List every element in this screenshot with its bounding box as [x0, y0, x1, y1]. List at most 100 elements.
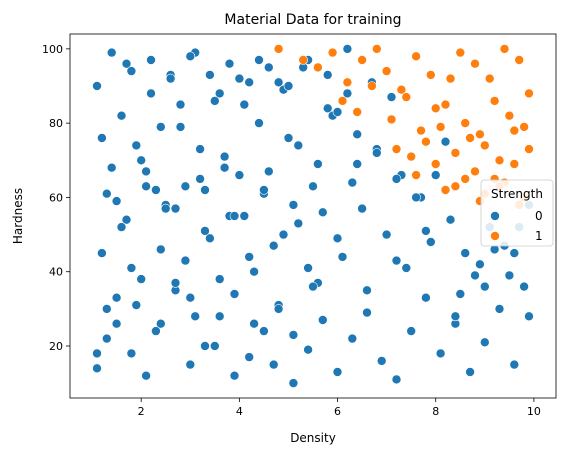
data-point-strength-0: [401, 263, 412, 273]
data-point-strength-1: [465, 133, 475, 143]
data-point-strength-0: [303, 263, 313, 273]
data-point-strength-0: [322, 103, 333, 114]
data-point-strength-1: [406, 151, 417, 162]
data-point-strength-0: [342, 88, 353, 99]
data-point-strength-0: [111, 318, 122, 329]
data-point-strength-0: [111, 196, 122, 206]
data-point-strength-0: [205, 70, 215, 80]
data-point-strength-1: [337, 96, 348, 106]
data-point-strength-0: [239, 211, 250, 221]
data-point-strength-0: [141, 166, 151, 177]
data-point-strength-0: [268, 240, 279, 251]
y-tick-label: 20: [49, 340, 63, 353]
data-point-strength-1: [430, 103, 441, 114]
data-point-strength-0: [106, 47, 117, 58]
data-point-strength-0: [102, 333, 112, 344]
data-point-strength-0: [165, 73, 176, 84]
data-point-strength-0: [200, 341, 210, 351]
data-point-strength-0: [317, 315, 328, 325]
data-point-strength-0: [200, 185, 210, 195]
data-point-strength-0: [259, 185, 269, 195]
data-point-strength-0: [313, 159, 323, 169]
data-point-strength-1: [435, 122, 446, 132]
data-point-strength-0: [106, 162, 117, 173]
data-point-strength-1: [371, 44, 382, 54]
data-point-strength-0: [151, 326, 161, 336]
data-point-strength-0: [136, 155, 146, 166]
data-point-strength-0: [254, 55, 264, 65]
data-point-strength-1: [357, 55, 367, 65]
data-point-strength-0: [185, 292, 196, 303]
data-point-strength-0: [288, 200, 299, 210]
data-point-strength-0: [156, 122, 166, 132]
data-point-strength-0: [121, 214, 132, 225]
data-point-strength-0: [283, 133, 294, 143]
data-point-strength-1: [470, 166, 480, 177]
data-point-strength-0: [229, 289, 240, 299]
data-point-strength-0: [92, 81, 102, 91]
data-point-strength-0: [347, 177, 358, 188]
data-point-strength-0: [317, 207, 328, 218]
x-tick-label: 8: [432, 405, 439, 418]
data-point-strength-0: [244, 77, 254, 88]
y-tick-label: 100: [42, 43, 63, 56]
data-point-strength-0: [293, 140, 304, 151]
y-tick-label: 40: [49, 266, 63, 279]
y-axis-label: Hardness: [11, 188, 25, 244]
data-point-strength-0: [273, 304, 284, 314]
data-point-strength-0: [121, 58, 132, 69]
data-point-strength-1: [440, 185, 451, 195]
data-point-strength-0: [190, 311, 200, 322]
data-point-strength-0: [283, 81, 294, 91]
data-point-strength-0: [239, 99, 250, 110]
data-point-strength-0: [479, 337, 490, 348]
data-point-strength-0: [214, 88, 225, 99]
y-tick-label: 80: [49, 117, 63, 130]
data-point-strength-1: [524, 144, 534, 154]
legend-marker-0: [490, 211, 500, 221]
data-point-strength-0: [180, 255, 191, 266]
data-point-strength-0: [303, 344, 313, 355]
data-point-strength-0: [180, 181, 191, 192]
data-points: [92, 44, 534, 388]
data-point-strength-0: [254, 118, 264, 128]
x-axis-ticks: 2 4 6 8 10: [138, 398, 541, 418]
data-point-strength-0: [185, 51, 196, 62]
data-point-strength-0: [116, 222, 127, 232]
data-point-strength-0: [421, 226, 431, 236]
legend-label-1: 1: [535, 229, 543, 243]
data-point-strength-0: [524, 311, 534, 322]
data-point-strength-1: [342, 77, 353, 88]
data-point-strength-1: [401, 92, 412, 102]
data-point-strength-0: [102, 188, 112, 199]
data-point-strength-0: [219, 162, 230, 173]
data-point-strength-0: [111, 292, 122, 303]
data-point-strength-0: [376, 356, 387, 366]
data-point-strength-1: [352, 107, 363, 117]
data-point-strength-0: [92, 363, 102, 374]
legend-label-0: 0: [535, 209, 543, 223]
data-point-strength-0: [430, 170, 441, 180]
data-point-strength-0: [185, 359, 196, 370]
data-point-strength-0: [234, 170, 245, 180]
data-point-strength-0: [205, 233, 215, 244]
data-point-strength-0: [146, 88, 156, 99]
data-point-strength-0: [391, 374, 402, 385]
data-point-strength-0: [494, 304, 505, 314]
data-point-strength-0: [268, 359, 279, 370]
data-point-strength-0: [411, 192, 421, 203]
data-point-strength-0: [435, 348, 446, 359]
data-point-strength-0: [381, 229, 392, 240]
data-point-strength-0: [146, 55, 156, 65]
data-point-strength-0: [156, 318, 166, 329]
data-point-strength-0: [450, 311, 461, 322]
data-point-strength-1: [327, 47, 338, 58]
data-point-strength-0: [97, 248, 107, 258]
data-point-strength-0: [156, 244, 166, 255]
data-point-strength-0: [509, 248, 520, 258]
data-point-strength-0: [425, 237, 436, 247]
data-point-strength-0: [97, 133, 107, 143]
data-point-strength-1: [475, 129, 485, 140]
